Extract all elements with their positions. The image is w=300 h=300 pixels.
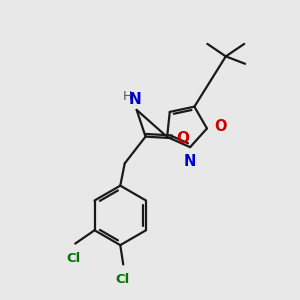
Text: H: H	[122, 90, 132, 103]
Text: O: O	[215, 119, 227, 134]
Text: N: N	[184, 154, 196, 169]
Text: Cl: Cl	[116, 273, 130, 286]
Text: Cl: Cl	[67, 252, 81, 265]
Text: O: O	[177, 130, 190, 146]
Text: N: N	[129, 92, 142, 107]
